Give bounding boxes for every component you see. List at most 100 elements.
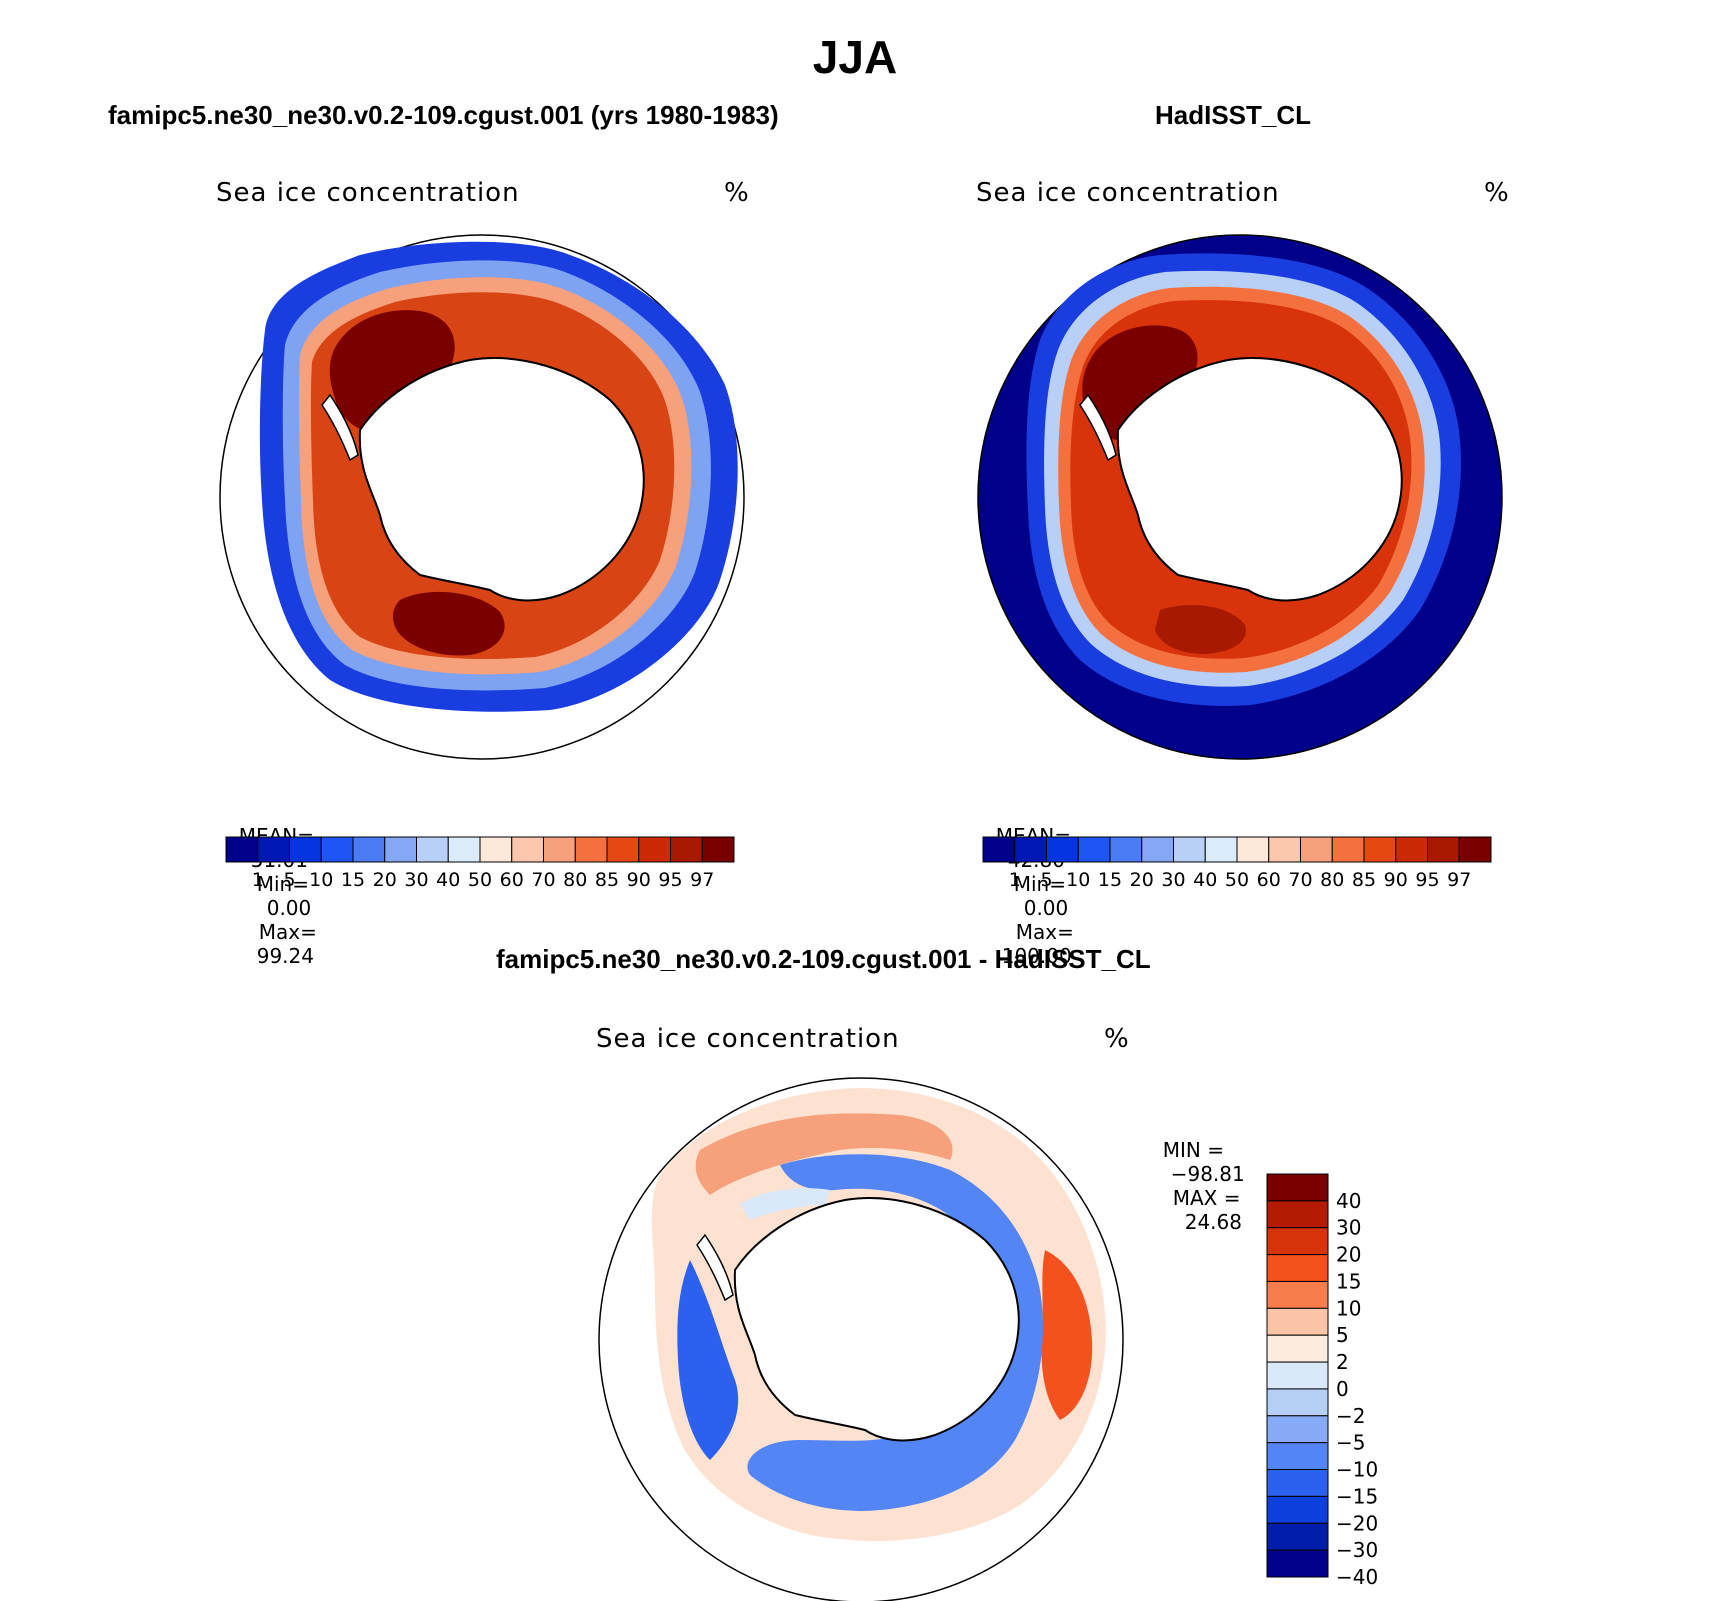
- colorbar-model-tick-label: 97: [690, 869, 714, 891]
- colorbar-model-swatch: [638, 836, 671, 863]
- colorbar-diff-tick-label: 0: [1336, 1377, 1349, 1401]
- variable-label-obs: Sea ice concentration: [976, 178, 1280, 208]
- colorbar-model-swatch: [511, 836, 544, 863]
- diff-positive-indian: [1041, 1250, 1093, 1420]
- colorbar-obs-tick-label: 60: [1257, 869, 1281, 891]
- colorbar-diff-tick-label: 2: [1336, 1350, 1349, 1374]
- colorbar-model-tick-label: 50: [468, 869, 492, 891]
- colorbar-model-tick-label: 70: [531, 869, 555, 891]
- units-label-obs: %: [1484, 178, 1510, 208]
- max-label: Max=: [1015, 920, 1074, 944]
- colorbar-obs-swatch: [1204, 836, 1238, 863]
- colorbar-diff-tick-label: −15: [1336, 1484, 1378, 1508]
- colorbar-diff-swatch: [1266, 1469, 1329, 1497]
- colorbar-obs-tick-label: 15: [1098, 869, 1122, 891]
- colorbar-obs-swatch: [1268, 836, 1301, 863]
- colorbar-model-tick-label: 30: [404, 869, 428, 891]
- colorbar-diff-swatch: [1266, 1442, 1329, 1471]
- units-label-model: %: [724, 178, 750, 208]
- antarctica-continent: [358, 357, 645, 602]
- colorbar-model-tick-label: 85: [595, 869, 619, 891]
- ice-max-ross: [392, 591, 505, 656]
- colorbar-diff-swatch: [1266, 1254, 1329, 1282]
- antarctica-continent: [1116, 357, 1403, 602]
- colorbar-model-swatch: [479, 836, 513, 863]
- colorbar-obs-tick-label: 80: [1320, 869, 1344, 891]
- colorbar-obs-tick-label: 10: [1066, 869, 1090, 891]
- colorbar-obs-swatch: [1014, 836, 1047, 863]
- colorbar-obs-swatch: [1300, 836, 1333, 863]
- ice-max-ross: [1155, 605, 1246, 654]
- colorbar-diff-swatch: [1266, 1361, 1329, 1390]
- colorbar-model-swatch: [320, 836, 354, 863]
- colorbar-diff-tick-label: 20: [1336, 1243, 1361, 1267]
- diff-negative-pacific: [677, 1260, 739, 1460]
- panel-title-obs: HadISST_CL: [1155, 100, 1312, 130]
- colorbar-diff-swatch: [1266, 1173, 1329, 1202]
- colorbar-diff-swatch: [1266, 1307, 1329, 1336]
- colorbar-obs-swatch: [1236, 836, 1270, 863]
- colorbar-obs-tick-label: 30: [1161, 869, 1185, 891]
- colorbar-diff-tick-label: 15: [1336, 1269, 1361, 1293]
- colorbar-model-tick-label: 80: [563, 869, 587, 891]
- max-value: 99.24: [256, 944, 314, 968]
- colorbar-model-tick-label: 15: [341, 869, 365, 891]
- min-value: 0.00: [266, 896, 312, 920]
- colorbar-model-tick-label: 95: [658, 869, 682, 891]
- colorbar-diff-tick-label: −10: [1336, 1458, 1378, 1482]
- variable-label-model: Sea ice concentration: [216, 178, 520, 208]
- colorbar-obs-tick-label: 40: [1193, 869, 1217, 891]
- min-value: 0.00: [1023, 896, 1069, 920]
- colorbar-diff-swatch: [1266, 1415, 1329, 1444]
- colorbar-obs-tick-label: 85: [1352, 869, 1376, 891]
- colorbar-obs-swatch: [1141, 836, 1174, 863]
- colorbar-model: 1 5 10 15 20 30 40 50 60 70 80 85 90 95 97: [225, 836, 735, 891]
- colorbar-obs-swatch: [1046, 836, 1079, 863]
- colorbar-model-swatch: [289, 836, 322, 863]
- diff-negative-ring: [747, 1154, 1043, 1511]
- colorbar-diff-swatch: [1266, 1280, 1329, 1309]
- colorbar-diff-tick-label: −20: [1336, 1511, 1378, 1535]
- panel-title-diff: famipc5.ne30_ne30.v0.2-109.cgust.001 - H…: [496, 944, 1151, 974]
- colorbar-diff-tick-label: −40: [1336, 1565, 1378, 1589]
- colorbar-obs-tick-label: 90: [1384, 869, 1408, 891]
- max-value: 24.68: [1184, 1210, 1242, 1234]
- colorbar-diff-tick-label: −30: [1336, 1538, 1378, 1562]
- colorbar-diff-swatch: [1266, 1495, 1329, 1524]
- colorbar-model-tick-label: 40: [436, 869, 460, 891]
- colorbar-diff-swatch: [1266, 1334, 1329, 1363]
- colorbar-obs-tick-label: 70: [1288, 869, 1312, 891]
- stats-obs: MEAN= 42.80 Min= 0.00 Max= 100.00: [983, 800, 1074, 968]
- antarctic-peninsula: [696, 1233, 734, 1302]
- map-obs: [977, 234, 1503, 760]
- min-value: −98.81: [1170, 1162, 1245, 1186]
- colorbar-obs-tick-label: 20: [1130, 869, 1154, 891]
- colorbar-obs-tick-label: 5: [1040, 869, 1052, 891]
- colorbar-diff-tick-label: −2: [1336, 1404, 1365, 1428]
- main-title: JJA: [812, 31, 898, 83]
- colorbar-obs-swatch: [1077, 836, 1111, 863]
- colorbar-model-swatch: [447, 836, 481, 863]
- colorbar-obs-swatch: [1363, 836, 1397, 863]
- colorbar-model-tick-label: 60: [500, 869, 524, 891]
- colorbar-model-swatch: [606, 836, 640, 863]
- max-label: MAX =: [1172, 1186, 1241, 1210]
- colorbar-model-tick-label: 20: [373, 869, 397, 891]
- colorbar-obs: 1 5 10 15 20 30 40 50 60 70 80 85 90 95 97: [982, 836, 1492, 891]
- min-label: MIN =: [1162, 1138, 1224, 1162]
- panel-title-model: famipc5.ne30_ne30.v0.2-109.cgust.001 (yr…: [108, 100, 779, 130]
- colorbar-diff-swatch: [1266, 1200, 1329, 1229]
- min-label: Min=: [1013, 872, 1066, 896]
- colorbar-model-swatch: [543, 836, 576, 863]
- colorbar-diff-tick-label: 40: [1336, 1189, 1361, 1213]
- colorbar-obs-swatch: [1458, 836, 1492, 863]
- colorbar-diff-swatch: [1266, 1522, 1329, 1551]
- colorbar-obs-swatch: [1395, 836, 1428, 863]
- variable-label-diff: Sea ice concentration: [596, 1024, 900, 1054]
- antarctica-continent: [733, 1197, 1020, 1442]
- antarctic-peninsula: [321, 393, 359, 462]
- colorbar-model-swatch: [257, 836, 290, 863]
- colorbar-obs-tick-label: 1: [1009, 869, 1021, 891]
